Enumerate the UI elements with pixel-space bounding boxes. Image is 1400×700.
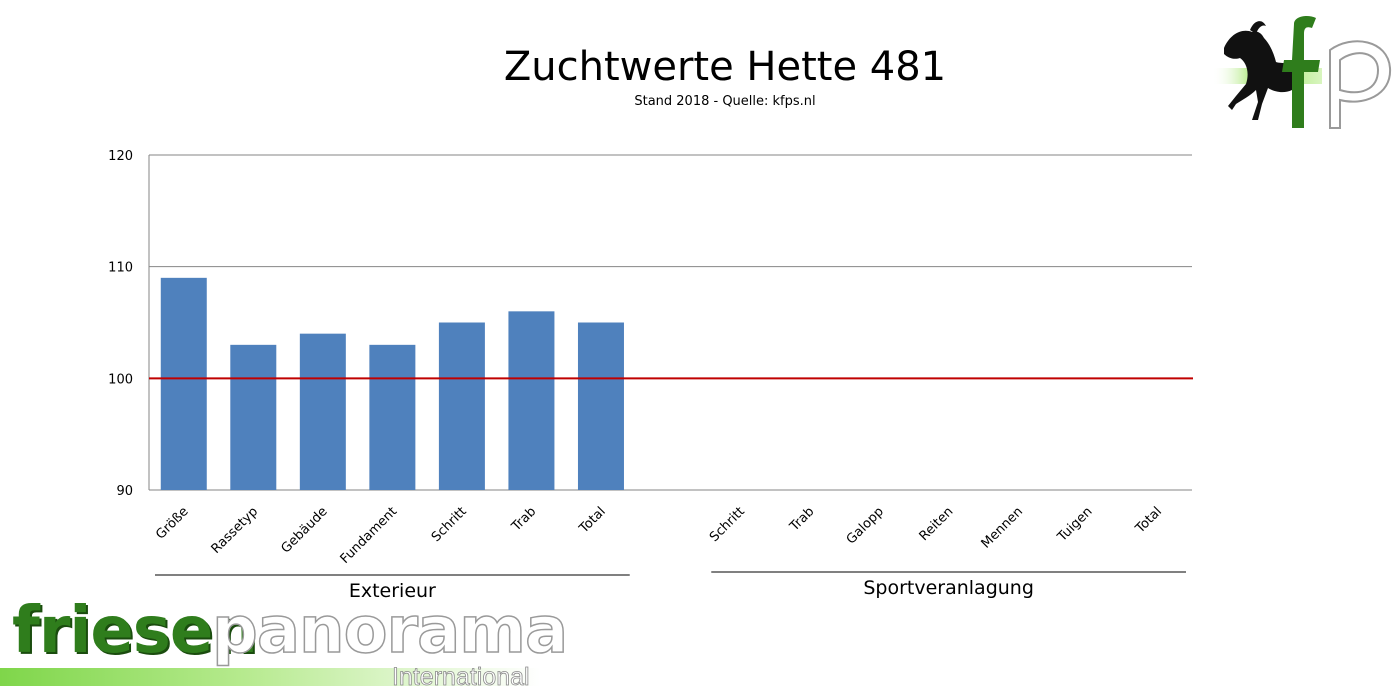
group-label: Exterieur (349, 580, 436, 602)
category-label: Fundament (338, 504, 401, 567)
category-label: Größe (153, 504, 191, 542)
category-label: Gebäude (278, 504, 330, 556)
y-tick-label: 90 (116, 484, 133, 499)
y-tick-label: 100 (108, 372, 133, 387)
category-label: Galopp (844, 504, 887, 547)
friesenpanorama-logo: friesen panorama International (0, 593, 569, 700)
y-tick-label: 110 (108, 261, 133, 276)
category-label: Reiten (917, 504, 957, 544)
logo-green-band (0, 668, 540, 686)
category-label: Total (576, 504, 609, 537)
category-label: Schritt (707, 504, 748, 545)
logo-word-international: International (392, 663, 530, 692)
group-label: Sportveranlagung (863, 577, 1034, 599)
bar-chart: 90 100 110 120 Größe Rassetyp Gebäude Fundament… (108, 149, 1193, 602)
chart-subtitle: Stand 2018 - Quelle: kfps.nl (634, 94, 816, 109)
bar (299, 333, 346, 490)
category-label: Total (1132, 504, 1165, 537)
chart-title: Zuchtwerte Hette 481 (503, 44, 947, 90)
bar (577, 322, 624, 490)
bar (369, 344, 416, 490)
category-label: Tuigen (1054, 504, 1095, 545)
bar (438, 322, 485, 490)
category-label: Schritt (429, 504, 470, 545)
category-label: Mennen (979, 504, 1026, 551)
category-label: Trab (508, 504, 539, 535)
bar (230, 344, 277, 490)
kfp-horse-logo (1212, 16, 1392, 129)
category-label: Trab (787, 504, 818, 535)
category-label: Rassetyp (209, 504, 262, 557)
bar (508, 311, 555, 490)
logo-word-friesen: friesen (12, 594, 258, 668)
y-tick-label: 120 (108, 149, 133, 164)
bar (160, 277, 207, 490)
logo-word-panorama: panorama (211, 593, 569, 669)
